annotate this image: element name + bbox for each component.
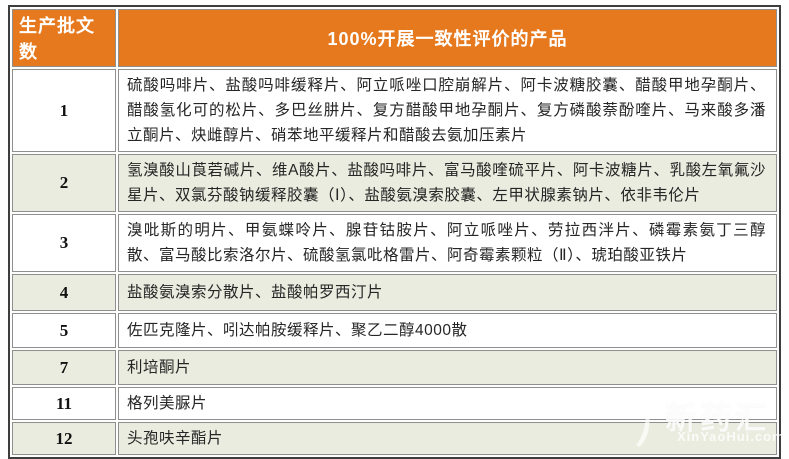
table-row: 3 溴吡斯的明片、甲氨蝶呤片、腺苷钴胺片、阿立哌唑片、劳拉西泮片、磷霉素氨丁三醇… bbox=[12, 214, 777, 272]
batch-count-cell: 3 bbox=[12, 214, 116, 272]
table-row: 7 利培酮片 bbox=[12, 350, 777, 385]
batch-count-cell: 1 bbox=[12, 69, 116, 152]
batch-count-cell: 7 bbox=[12, 350, 116, 385]
products-cell: 利培酮片 bbox=[118, 350, 777, 385]
products-cell: 头孢呋辛酯片 bbox=[118, 422, 777, 455]
products-cell: 格列美脲片 bbox=[118, 387, 777, 420]
products-cell: 溴吡斯的明片、甲氨蝶呤片、腺苷钴胺片、阿立哌唑片、劳拉西泮片、磷霉素氨丁三醇散、… bbox=[118, 214, 777, 272]
table-row: 4 盐酸氨溴索分散片、盐酸帕罗西汀片 bbox=[12, 274, 777, 311]
table-row: 11 格列美脲片 bbox=[12, 387, 777, 420]
products-cell: 盐酸氨溴索分散片、盐酸帕罗西汀片 bbox=[118, 274, 777, 311]
table-row: 2 氢溴酸山莨菪碱片、维A酸片、盐酸吗啡片、富马酸喹硫平片、阿卡波糖片、乳酸左氧… bbox=[12, 154, 777, 212]
products-cell: 氢溴酸山莨菪碱片、维A酸片、盐酸吗啡片、富马酸喹硫平片、阿卡波糖片、乳酸左氧氟沙… bbox=[118, 154, 777, 212]
header-products: 100%开展一致性评价的产品 bbox=[118, 9, 777, 67]
products-table: 生产批文数 100%开展一致性评价的产品 1 硫酸吗啡片、盐酸吗啡缓释片、阿立哌… bbox=[8, 5, 781, 459]
products-cell: 佐匹克隆片、吲达帕胺缓释片、聚乙二醇4000散 bbox=[118, 313, 777, 348]
products-cell: 硫酸吗啡片、盐酸吗啡缓释片、阿立哌唑口腔崩解片、阿卡波糖胶囊、醋酸甲地孕酮片、醋… bbox=[118, 69, 777, 152]
batch-count-cell: 4 bbox=[12, 274, 116, 311]
table-row: 1 硫酸吗啡片、盐酸吗啡缓释片、阿立哌唑口腔崩解片、阿卡波糖胶囊、醋酸甲地孕酮片… bbox=[12, 69, 777, 152]
batch-count-cell: 5 bbox=[12, 313, 116, 348]
header-batch-count: 生产批文数 bbox=[12, 9, 116, 67]
batch-count-cell: 12 bbox=[12, 422, 116, 455]
batch-count-cell: 11 bbox=[12, 387, 116, 420]
table-row: 12 头孢呋辛酯片 bbox=[12, 422, 777, 455]
table-row: 5 佐匹克隆片、吲达帕胺缓释片、聚乙二醇4000散 bbox=[12, 313, 777, 348]
batch-count-cell: 2 bbox=[12, 154, 116, 212]
header-row: 生产批文数 100%开展一致性评价的产品 bbox=[12, 9, 777, 67]
